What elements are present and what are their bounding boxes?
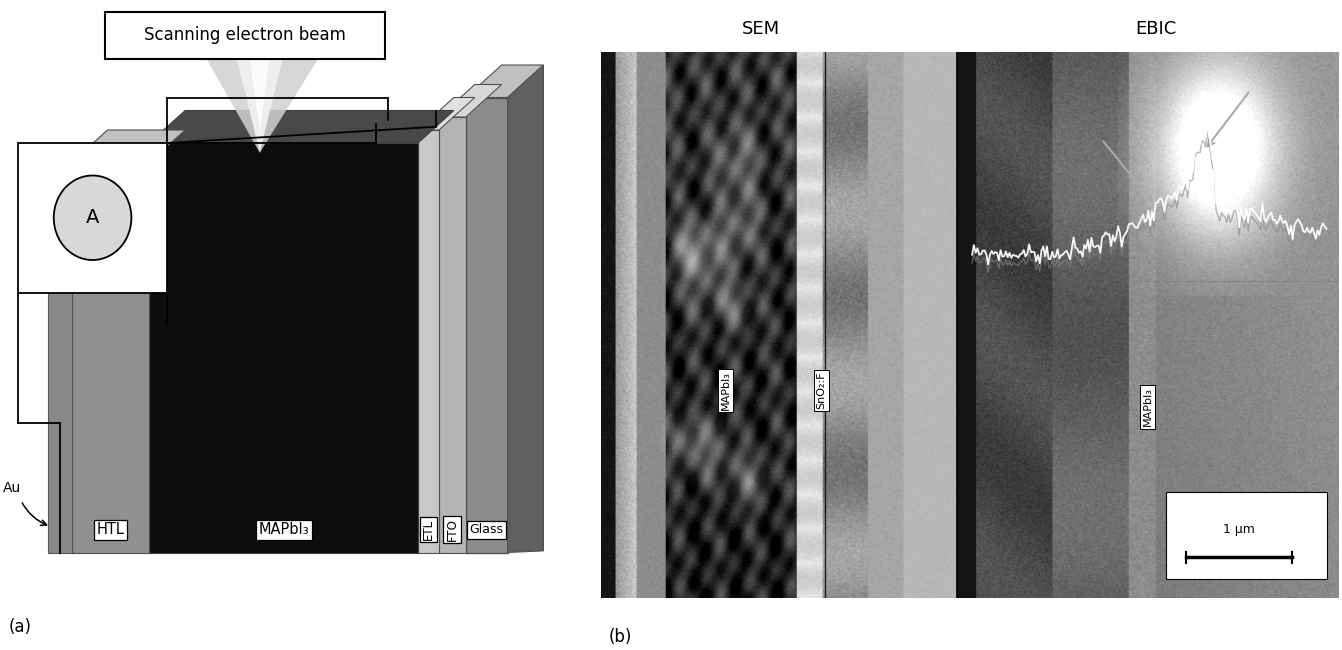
Polygon shape (439, 117, 466, 552)
Text: SEM: SEM (742, 20, 780, 38)
Text: (b): (b) (608, 628, 632, 646)
Text: Scanning electron beam: Scanning electron beam (144, 26, 346, 44)
Polygon shape (17, 143, 168, 292)
Polygon shape (419, 98, 475, 130)
Polygon shape (248, 42, 271, 133)
Polygon shape (419, 130, 439, 552)
Text: SnO₂:F: SnO₂:F (817, 372, 827, 410)
Polygon shape (71, 162, 149, 552)
Circle shape (54, 176, 132, 260)
FancyBboxPatch shape (240, 43, 279, 58)
Polygon shape (197, 42, 329, 153)
Polygon shape (149, 143, 419, 552)
Polygon shape (439, 84, 502, 117)
Polygon shape (466, 65, 544, 98)
FancyBboxPatch shape (105, 12, 385, 58)
Polygon shape (234, 42, 287, 153)
Text: EBIC: EBIC (1135, 20, 1177, 38)
Text: MAPbI₃: MAPbI₃ (259, 522, 309, 538)
Text: MAPbI₃: MAPbI₃ (1142, 387, 1153, 426)
Text: ETL: ETL (423, 519, 435, 540)
Text: 1 μm: 1 μm (1223, 523, 1255, 536)
Polygon shape (507, 65, 544, 552)
Text: Glass: Glass (470, 523, 503, 536)
Polygon shape (48, 182, 71, 552)
FancyBboxPatch shape (1166, 491, 1326, 579)
Text: FTO: FTO (446, 518, 459, 541)
Polygon shape (71, 130, 185, 162)
Text: A: A (86, 208, 99, 227)
Polygon shape (48, 150, 107, 182)
Text: (a): (a) (9, 618, 32, 636)
Text: MAPbI₃: MAPbI₃ (721, 371, 730, 410)
Text: Au: Au (3, 480, 21, 495)
Text: HTL: HTL (97, 522, 125, 538)
Polygon shape (149, 111, 454, 143)
Polygon shape (466, 98, 507, 552)
